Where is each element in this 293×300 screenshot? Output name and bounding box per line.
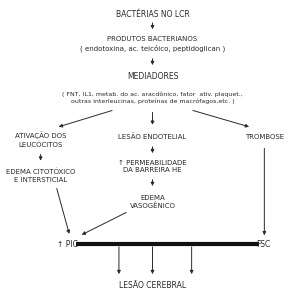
Text: LESÃO CEREBRAL: LESÃO CEREBRAL [119,281,186,290]
Text: EDEMA
VASOGÊNICO: EDEMA VASOGÊNICO [130,195,176,209]
Text: ↑ PIC: ↑ PIC [57,240,78,249]
Text: TROMBOSE: TROMBOSE [245,134,284,140]
Text: ATIVAÇÃO DOS
LEUCÓCITOS: ATIVAÇÃO DOS LEUCÓCITOS [15,131,66,148]
Text: FSC: FSC [256,240,270,249]
Text: EDEMA CITOTÓXICO
E INTERSTICIAL: EDEMA CITOTÓXICO E INTERSTICIAL [6,168,75,182]
Text: ( FNT, IL1, metab. do ac. aracdônico, fator  ativ. plaquet.,
outras interleucina: ( FNT, IL1, metab. do ac. aracdônico, fa… [62,92,243,104]
Text: LESÃO ENDOTELIAL: LESÃO ENDOTELIAL [118,133,187,140]
Text: MEDIADORES: MEDIADORES [127,72,178,81]
Text: ↑ PERMEABILIDADE
DA BARREIRA HE: ↑ PERMEABILIDADE DA BARREIRA HE [118,160,187,173]
Text: BACTÉRIAS NO LCR: BACTÉRIAS NO LCR [116,10,189,19]
Text: PRODUTOS BACTERIANOS
( endotoxina, ac. teicóico, peptidoglican ): PRODUTOS BACTERIANOS ( endotoxina, ac. t… [80,36,225,52]
